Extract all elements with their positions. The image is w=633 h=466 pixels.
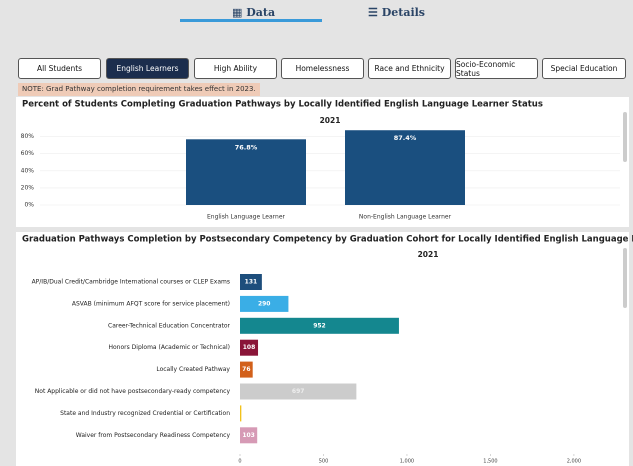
- x-tick-label: 2,000: [567, 459, 581, 465]
- y-tick-label: ASVAB (minimum AFQT score for service pl…: [72, 300, 230, 307]
- y-tick-label: Waiver from Postsecondary Readiness Comp…: [76, 432, 231, 439]
- filter-button[interactable]: English Learners: [106, 58, 189, 79]
- note: NOTE: Grad Pathway completion requiremen…: [18, 83, 260, 96]
- tab-underline: [180, 19, 322, 22]
- bar: [345, 130, 465, 205]
- value-label: 952: [313, 322, 326, 329]
- tab-label: Details: [381, 6, 425, 19]
- bar: [240, 405, 242, 422]
- value-label: 76: [242, 366, 250, 373]
- y-tick-label: Not Applicable or did not have postsecon…: [35, 388, 231, 395]
- value-label: 76.8%: [235, 143, 258, 151]
- chart-subtitle: 2021: [418, 250, 439, 259]
- scrollbar: [623, 248, 627, 308]
- x-tick-label: 1,000: [400, 459, 414, 465]
- y-tick-label: Honors Diploma (Academic or Technical): [109, 344, 231, 351]
- panel: [16, 232, 629, 466]
- chart-subtitle: 2021: [320, 116, 341, 125]
- bar: [240, 427, 258, 444]
- y-tick-label: Career-Technical Education Concentrator: [108, 322, 230, 329]
- value-label: 108: [243, 344, 256, 351]
- scrollbar: [623, 112, 627, 162]
- bar: [240, 274, 262, 290]
- panel: [16, 97, 629, 227]
- filter-button[interactable]: Socio-Economic Status: [455, 58, 538, 79]
- value-label: 131: [245, 279, 258, 286]
- x-tick-label: 1,500: [483, 459, 497, 465]
- value-label: 290: [258, 300, 271, 307]
- filter-button[interactable]: Special Education: [542, 58, 626, 79]
- value-label: 103: [242, 432, 255, 439]
- bar: [240, 339, 259, 356]
- y-tick-label: State and Industry recognized Credential…: [60, 410, 230, 417]
- value-label: 87.4%: [394, 134, 417, 142]
- y-tick-label: 20%: [21, 184, 35, 191]
- tab-details[interactable]: ☰ Details: [368, 6, 425, 19]
- x-tick-label: English Language Learner: [207, 214, 286, 221]
- x-tick-label: Non-English Language Learner: [359, 214, 452, 221]
- tab-data[interactable]: ▦ Data: [232, 6, 276, 19]
- y-tick-label: AP/IB/Dual Credit/Cambridge Internationa…: [32, 279, 230, 286]
- filter-button[interactable]: Race and Ethnicity: [368, 58, 451, 79]
- y-tick-label: 0%: [24, 202, 34, 209]
- filter-button[interactable]: High Ability: [194, 58, 277, 79]
- bar: [240, 383, 357, 400]
- filter-button[interactable]: Homelessness: [281, 58, 364, 79]
- y-tick-label: 80%: [21, 133, 35, 140]
- bar: [240, 295, 289, 312]
- tab-label: Data: [246, 6, 276, 19]
- x-tick-label: 500: [319, 459, 329, 465]
- chart-title: Graduation Pathways Completion by Postse…: [22, 235, 633, 245]
- y-tick-label: 60%: [21, 150, 35, 157]
- bar: [186, 139, 306, 205]
- bar: [240, 317, 399, 334]
- chart-title: Percent of Students Completing Graduatio…: [22, 100, 543, 110]
- bar: [240, 361, 253, 378]
- y-tick-label: 40%: [21, 167, 35, 174]
- x-tick-label: 0: [238, 459, 241, 465]
- value-label: 697: [292, 388, 305, 395]
- filter-button[interactable]: All Students: [18, 58, 101, 79]
- y-tick-label: Locally Created Pathway: [156, 366, 230, 373]
